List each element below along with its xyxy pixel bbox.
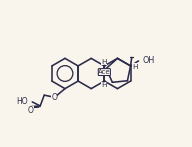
Circle shape	[104, 81, 105, 82]
Text: O: O	[28, 106, 34, 116]
Text: O: O	[51, 92, 57, 102]
Text: H: H	[101, 82, 106, 88]
FancyBboxPatch shape	[98, 69, 110, 76]
Circle shape	[104, 65, 105, 66]
Text: Ace: Ace	[98, 69, 111, 75]
Text: OH: OH	[143, 56, 155, 65]
Text: H: H	[101, 59, 106, 65]
Text: H: H	[132, 64, 138, 70]
Text: HO: HO	[17, 97, 28, 106]
